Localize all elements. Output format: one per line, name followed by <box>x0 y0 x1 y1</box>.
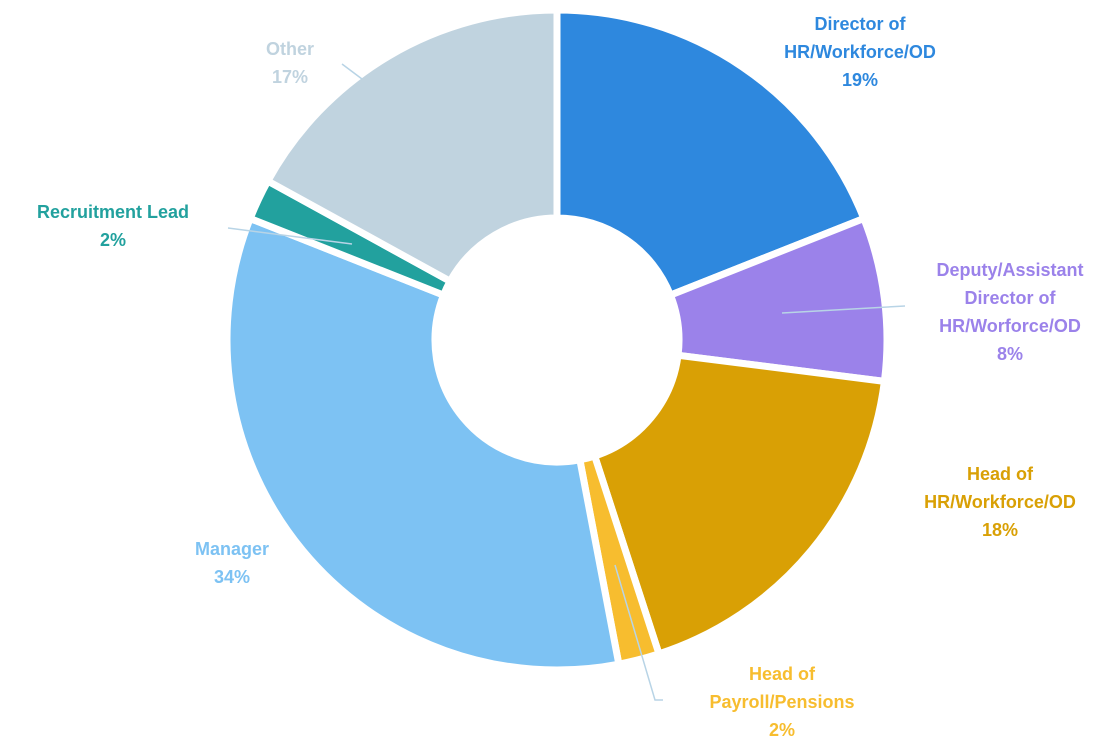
donut-slice <box>553 6 869 300</box>
leader-line <box>341 63 363 80</box>
donut-slice <box>223 213 623 674</box>
category-label: Manager <box>194 539 270 559</box>
category-label: Other <box>265 39 315 59</box>
slice-label: Other 17% <box>266 35 314 91</box>
slice-label: Recruitment Lead 2% <box>37 198 189 254</box>
slice-label: Manager 34% <box>195 535 269 591</box>
donut-slice <box>263 6 561 286</box>
category-label: Head of Payroll/Pensions <box>709 664 855 712</box>
value-label: 34% <box>213 567 251 587</box>
donut-slice <box>590 351 889 659</box>
leader-line <box>614 564 663 701</box>
category-label: Deputy/Assistant Director of HR/Worforce… <box>936 260 1084 336</box>
slice-label: Deputy/Assistant Director of HR/Worforce… <box>936 256 1083 368</box>
value-label: 2% <box>99 230 127 250</box>
leader-line <box>227 227 353 245</box>
value-label: 18% <box>981 520 1019 540</box>
category-label: Recruitment Lead <box>36 202 190 222</box>
leader-line <box>781 305 906 314</box>
slice-label: Head of Payroll/Pensions 2% <box>709 660 854 740</box>
value-label: 17% <box>271 67 309 87</box>
category-label: Head of HR/Workforce/OD <box>924 464 1076 512</box>
slice-label: Director of HR/Workforce/OD 19% <box>784 10 936 94</box>
value-label: 8% <box>996 344 1024 364</box>
value-label: 19% <box>841 70 879 90</box>
value-label: 2% <box>768 720 795 740</box>
category-label: Director of HR/Workforce/OD <box>784 14 936 62</box>
slice-label: Head of HR/Workforce/OD 18% <box>924 460 1076 544</box>
